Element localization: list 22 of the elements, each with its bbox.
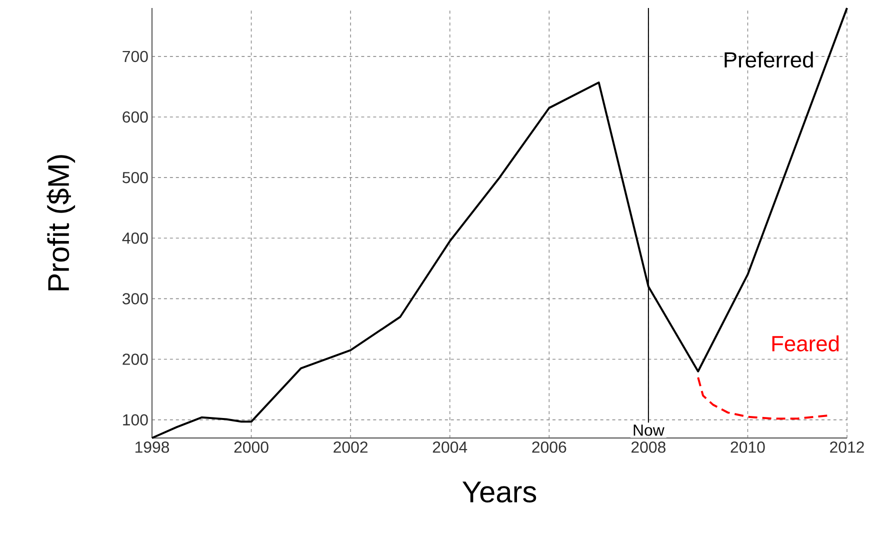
- x-tick-label: 2006: [532, 442, 566, 453]
- y-axis-title: Profit ($M): [46, 155, 76, 290]
- y-tick-label: 300: [122, 293, 148, 304]
- line-series: [697, 376, 828, 420]
- line-series: [151, 7, 848, 439]
- y-tick-label: 200: [122, 354, 148, 365]
- text: Feared: [772, 335, 839, 352]
- series-label: Preferred: [724, 52, 813, 68]
- y-tick-label: 700: [122, 50, 148, 62]
- x-tick-label: 2000: [234, 442, 268, 453]
- x-tick-label: 2010: [730, 442, 765, 453]
- x-tick-label: 2008: [632, 442, 666, 453]
- ref-line-label: Now: [634, 424, 664, 436]
- y-tick-label: 100: [123, 414, 148, 426]
- y-tick-label: 500: [122, 172, 148, 184]
- x-tick-label: 1998: [135, 442, 170, 453]
- y-tick-label: 400: [122, 232, 148, 244]
- x-tick-label: 2004: [432, 442, 468, 453]
- x-tick-label: 2012: [830, 442, 864, 453]
- x-tick-label: 2002: [334, 442, 368, 453]
- y-tick-label: 600: [122, 111, 148, 123]
- x-axis-title: Years: [462, 482, 536, 503]
